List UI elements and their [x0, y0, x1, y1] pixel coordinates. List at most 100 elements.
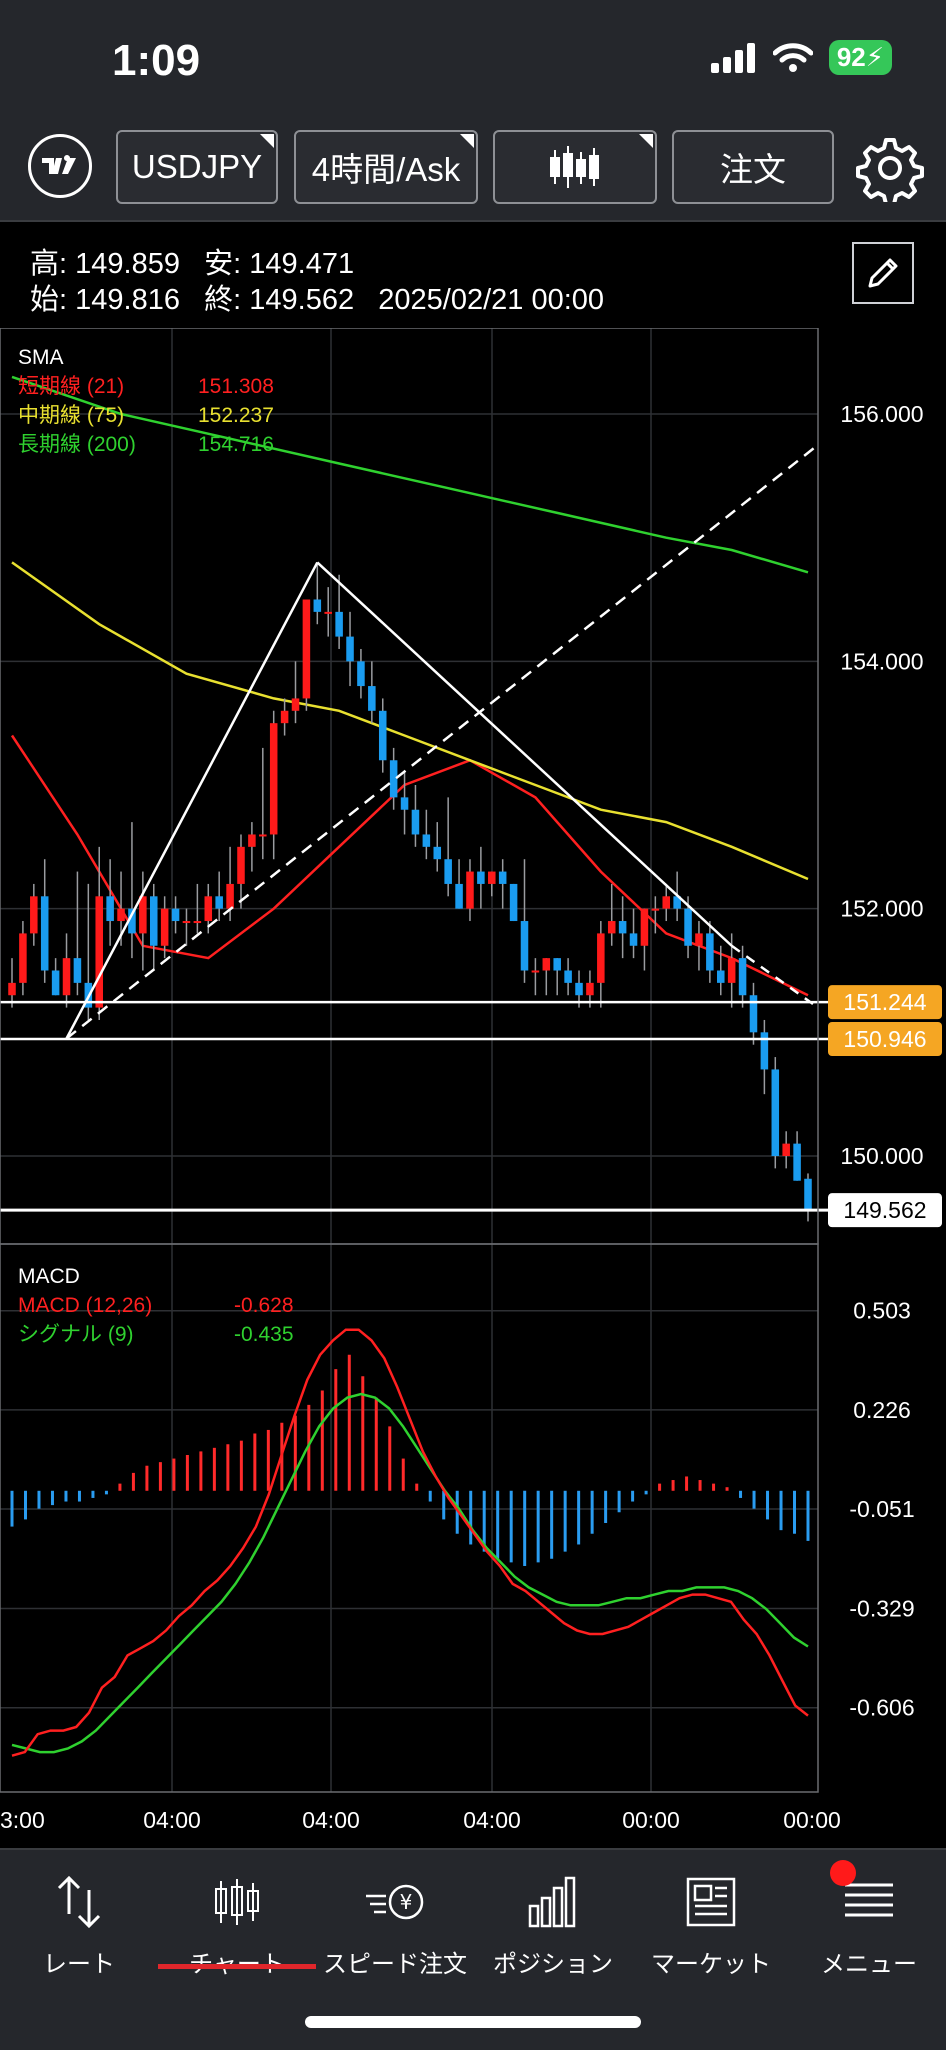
candle-body [586, 982, 594, 996]
symbol-selector[interactable]: USDJPY [116, 130, 278, 204]
newspaper-icon [686, 1877, 736, 1927]
dropdown-corner-icon [639, 134, 653, 148]
nav-market[interactable]: マーケット [632, 1872, 790, 1979]
candle-body [30, 896, 38, 934]
tradingview-logo-icon[interactable] [28, 134, 92, 198]
candle-datetime: 2025/02/21 00:00 [378, 284, 605, 316]
candle-body [629, 933, 638, 946]
candle-body [128, 908, 136, 934]
macd-line-value: -0.628 [234, 1294, 294, 1317]
candle-body [804, 1178, 812, 1211]
candle-body [564, 970, 572, 983]
candle-body [488, 871, 496, 884]
candle-body [19, 933, 27, 983]
open-value: 149.816 [75, 284, 180, 316]
chart-svg[interactable]: 156.000 154.000 152.000 150.000 151.244 150.9… [0, 327, 946, 1848]
candle-body [597, 933, 605, 983]
sma-short-value: 151.308 [198, 375, 274, 398]
candle-body [727, 958, 736, 983]
candlestick-type-icon [550, 146, 599, 188]
candle-body [793, 1143, 801, 1181]
candle-body [139, 896, 147, 934]
candle-body [400, 797, 409, 810]
candle-body [160, 908, 169, 946]
candlestick-icon [215, 1879, 259, 1925]
candle-body [182, 921, 191, 924]
candle-body [760, 1032, 769, 1070]
position-bars-icon [528, 1876, 576, 1928]
time-axis-tick: 00:00 [622, 1807, 680, 1833]
low-label: 安: [204, 248, 242, 280]
candle-body [378, 710, 387, 761]
nav-speed-order[interactable]: ¥ スピード注文 [316, 1872, 474, 1979]
candle-body [117, 908, 125, 922]
candle-body [368, 686, 376, 711]
chart-toolbar: USDJPY 4時間/Ask 注文 [0, 120, 946, 222]
timeframe-selector[interactable]: 4時間/Ask [294, 130, 478, 204]
candle-body [95, 896, 103, 1008]
candle-body [553, 958, 561, 971]
candle-body [651, 908, 660, 911]
menu-icon [845, 1883, 893, 1917]
sma-line [11, 375, 809, 574]
sma-mid-value: 152.237 [198, 404, 274, 427]
sma-long-label: 長期線 (200) [18, 433, 136, 456]
candle-body [749, 995, 758, 1033]
nav-menu[interactable]: メニュー [790, 1872, 946, 1979]
sma-title: SMA [18, 346, 64, 369]
candle-body [771, 1069, 780, 1156]
candle-body [291, 698, 300, 711]
candle-body [389, 760, 398, 798]
sma-line [11, 561, 809, 881]
candle-body [684, 908, 692, 946]
time-axis-tick: 3:00 [0, 1807, 45, 1833]
wifi-icon [772, 42, 813, 72]
trendline [65, 561, 319, 1040]
nav-chart-label: チャート [158, 1944, 316, 1979]
time-axis-tick: 04:00 [302, 1807, 360, 1833]
speed-order-icon: ¥ [366, 1884, 424, 1920]
price-tag-text: 150.946 [843, 1026, 926, 1052]
signal-icon [710, 42, 755, 73]
timeframe-label: 4時間/Ask [311, 151, 461, 188]
macd-axis-tick: -0.606 [849, 1695, 914, 1721]
candle-body [40, 896, 49, 971]
candle-body [280, 710, 289, 724]
nav-rate-label: レート [43, 1951, 115, 1978]
chart-type-selector[interactable] [493, 130, 657, 204]
nav-active-indicator [158, 1964, 316, 1969]
dropdown-corner-icon [460, 134, 474, 148]
macd-axis-tick: 0.503 [853, 1298, 911, 1324]
nav-market-label: マーケット [651, 1951, 771, 1978]
candle-body [259, 834, 267, 837]
candle-body [673, 896, 681, 909]
settings-gear-icon[interactable] [856, 134, 924, 202]
nav-position[interactable]: ポジション [474, 1872, 632, 1979]
chart-area[interactable]: 156.000 154.000 152.000 150.000 151.244 150.9… [0, 327, 946, 1848]
order-button[interactable]: 注文 [672, 130, 834, 204]
candle-body [509, 883, 518, 922]
candle-body [248, 834, 256, 847]
trendline [316, 561, 733, 947]
open-label: 始: [30, 284, 68, 316]
candle-body [226, 883, 234, 909]
candle-body [171, 908, 180, 922]
candle-body [346, 636, 354, 662]
nav-rate[interactable]: レート [0, 1872, 158, 1979]
candle-body [106, 896, 114, 922]
candle-body [706, 933, 714, 971]
candle-body [498, 871, 507, 884]
drawing-tool-button[interactable] [852, 242, 914, 304]
close-label: 終: [204, 284, 242, 316]
ohlc-row-1: 高: 149.859 安: 149.471 [30, 240, 354, 282]
svg-text:¥: ¥ [400, 1890, 413, 1914]
price-tag-text: 151.244 [843, 989, 926, 1015]
ohlc-info-panel: 高: 149.859 安: 149.471 始: 149.816 終: 149.… [0, 222, 946, 328]
status-time: 1:09 [112, 36, 201, 85]
macd-title: MACD [18, 1265, 80, 1288]
candle-body [302, 599, 311, 699]
sma-long-value: 154.716 [198, 433, 274, 456]
nav-chart[interactable]: チャート [158, 1872, 316, 1979]
macd-axis-tick: -0.329 [849, 1596, 914, 1622]
candle-body [618, 921, 627, 934]
